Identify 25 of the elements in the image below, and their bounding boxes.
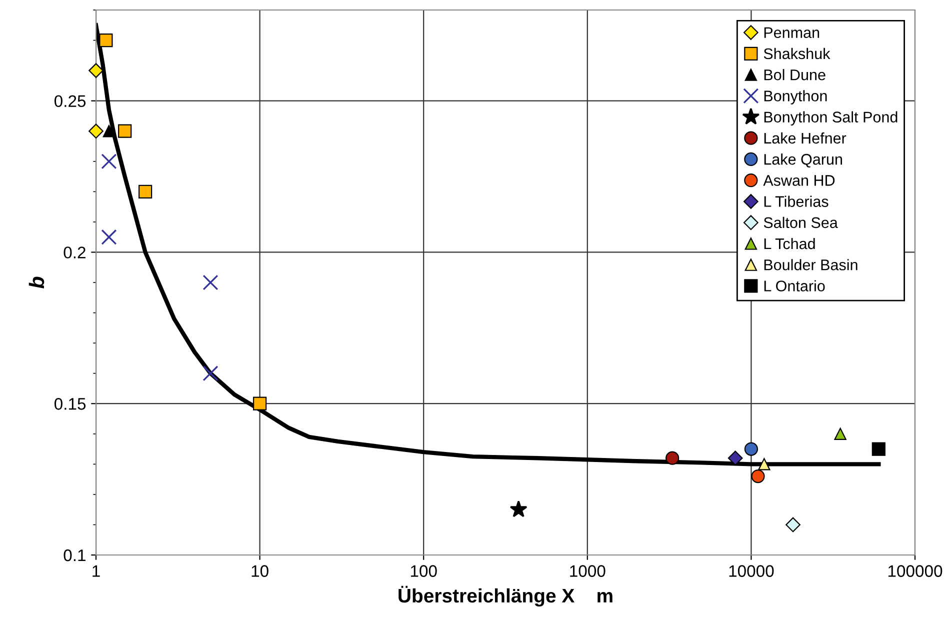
legend-label: L Ontario <box>764 280 825 292</box>
x-tick-label: 1000 <box>570 565 606 577</box>
legend-label: Bol Dune <box>764 69 826 80</box>
legend-label: Shakshuk <box>764 48 830 60</box>
legend-label: Bonython Salt Pond <box>764 111 898 126</box>
legend-label: Penman <box>764 27 820 38</box>
legend-label: Aswan HD <box>763 175 835 186</box>
legend-label: L Tchad <box>764 238 815 250</box>
legend-label: Lake Hefner <box>764 132 846 144</box>
y-tick-label: 0.25 <box>54 95 86 108</box>
y-tick-label: 0.2 <box>64 246 86 258</box>
x-tick-label: 10000 <box>729 565 774 577</box>
legend-label: Bonython <box>764 90 827 104</box>
y-tick-label: 0.1 <box>64 549 86 562</box>
x-tick-label: 1 <box>92 565 100 577</box>
y-axis-title: b <box>28 276 44 289</box>
legend-label: Boulder Basin <box>764 259 858 270</box>
x-tick-label: 100000 <box>888 565 942 577</box>
y-tick-label: 0.15 <box>54 398 86 410</box>
legend-label: Salton Sea <box>764 216 838 228</box>
x-tick-label: 100 <box>410 565 437 577</box>
x-axis-title: Überstreichlänge X m <box>398 586 612 607</box>
legend-label: L Tiberias <box>764 196 828 207</box>
legend-label: Lake Qarun <box>764 154 842 168</box>
x-tick-label: 10 <box>252 565 268 577</box>
